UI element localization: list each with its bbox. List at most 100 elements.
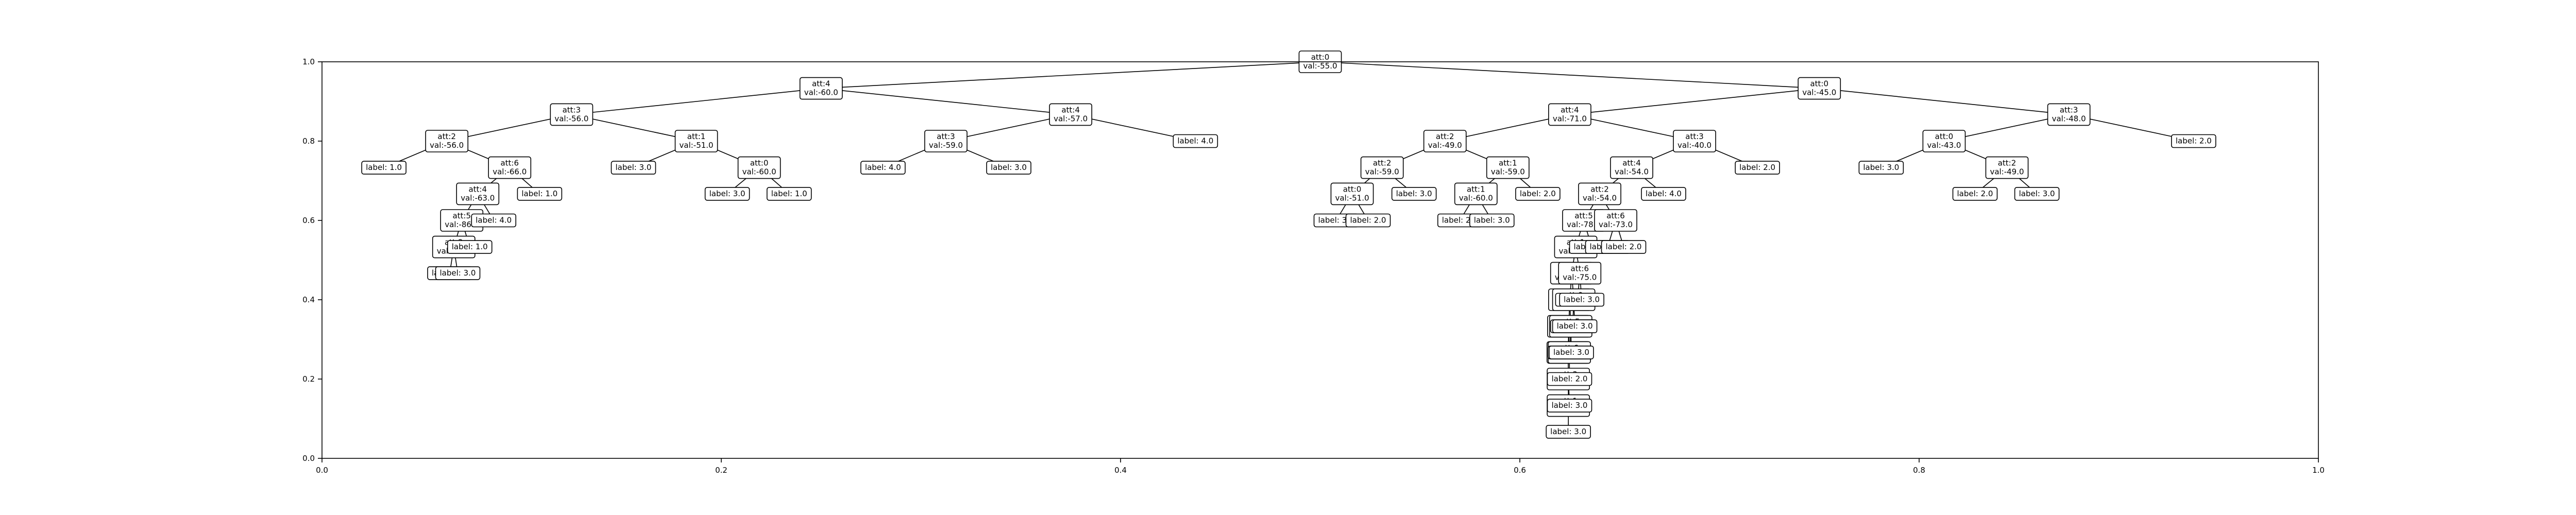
node-label: label: 3.0: [616, 163, 652, 172]
node-label: label: 4.0: [1177, 136, 1213, 146]
node-box: [447, 240, 493, 254]
node-value: val:-60.0: [804, 88, 838, 97]
node-value: val:-55.0: [1303, 61, 1337, 71]
node-box: [986, 161, 1031, 175]
node-value: val:-54.0: [1615, 167, 1649, 177]
node-box: [425, 130, 469, 152]
node-label: label: 1.0: [521, 189, 557, 198]
node-value: val:-60.0: [1459, 193, 1493, 202]
leaf-node: label: 3.0: [704, 187, 750, 201]
node-value: val:-54.0: [1583, 193, 1617, 202]
node-value: val:-51.0: [1335, 193, 1369, 202]
leaf-node: label: 2.0: [1601, 240, 1647, 254]
tree-edge: [821, 61, 1320, 89]
node-value: val:-56.0: [554, 114, 588, 123]
leaf-node: label: 3.0: [1469, 213, 1515, 228]
node-box: [488, 156, 532, 179]
leaf-node: label: 2.0: [2171, 134, 2216, 148]
node-label: label: 4.0: [865, 163, 901, 172]
leaf-node: label: 3.0: [435, 266, 481, 280]
node-value: val:-40.0: [1677, 141, 1711, 150]
node-box: [1391, 187, 1437, 201]
node-box: [674, 130, 718, 152]
node-box: [1559, 293, 1604, 307]
node-value: val:-60.0: [742, 167, 776, 177]
node-label: att:0: [1311, 53, 1330, 62]
node-label: att:3: [2060, 105, 2078, 114]
node-label: att:3: [563, 105, 581, 114]
node-label: att:4: [1061, 105, 1080, 114]
leaf-node: label: 3.0: [1546, 425, 1591, 439]
node-label: att:4: [1622, 159, 1641, 168]
leaf-node: label: 3.0: [2014, 187, 2060, 201]
node-label: label: 2.0: [1606, 242, 1642, 251]
node-box: [1610, 156, 1653, 179]
node-label: att:2: [1998, 159, 2016, 168]
node-box: [517, 187, 563, 201]
node-box: [611, 161, 656, 175]
tree-edge: [1320, 61, 1820, 89]
node-label: att:2: [1590, 184, 1609, 194]
node-box: [1360, 156, 1404, 179]
leaf-node: label: 1.0: [447, 240, 493, 254]
node-box: [924, 130, 968, 152]
node-label: label: 3.0: [1552, 401, 1588, 410]
node-label: label: 3.0: [1863, 163, 1899, 172]
y-tick-label: 0.0: [302, 454, 315, 463]
node-label: att:0: [1810, 79, 1828, 89]
node-value: val:-73.0: [1599, 220, 1633, 229]
y-tick-label: 1.0: [302, 57, 315, 66]
node-value: val:-57.0: [1054, 114, 1088, 123]
leaf-node: label: 4.0: [471, 213, 517, 228]
node-box: [860, 161, 906, 175]
node-box: [1345, 213, 1391, 228]
node-value: val:-56.0: [430, 141, 464, 150]
x-tick-label: 0.0: [316, 466, 328, 475]
node-label: att:1: [687, 132, 706, 141]
leaf-node: label: 2.0: [1735, 161, 1780, 175]
node-value: val:-71.0: [1553, 114, 1587, 123]
node-value: val:-48.0: [2052, 114, 2086, 123]
node-box: [471, 213, 517, 228]
node-label: att:3: [1685, 132, 1704, 141]
node-box: [435, 266, 481, 280]
nodes-layer: att:0val:-55.0att:4val:-60.0att:0val:-45…: [361, 50, 2216, 439]
node-box: [1173, 134, 1218, 148]
node-label: label: 1.0: [771, 189, 807, 198]
node-label: label: 3.0: [709, 189, 745, 198]
node-label: label: 3.0: [1318, 216, 1354, 225]
node-label: label: 1.0: [366, 163, 402, 172]
leaf-node: label: 2.0: [1952, 187, 1998, 201]
node-value: val:-59.0: [1365, 167, 1399, 177]
node-box: [2014, 187, 2060, 201]
node-value: val:-66.0: [493, 167, 527, 177]
node-box: [1922, 130, 1966, 152]
node-label: att:2: [437, 132, 456, 141]
leaf-node: label: 3.0: [1547, 399, 1592, 413]
node-label: label: 3.0: [1396, 189, 1432, 198]
node-label: label: 3.0: [1557, 321, 1593, 331]
node-label: att:4: [812, 79, 831, 89]
node-box: [1548, 103, 1591, 126]
node-box: [1601, 240, 1647, 254]
node-label: att:3: [937, 132, 955, 141]
leaf-node: label: 2.0: [1515, 187, 1561, 201]
node-value: val:-75.0: [1563, 272, 1597, 282]
node-box: [1330, 182, 1374, 205]
y-tick-label: 0.2: [302, 374, 315, 384]
